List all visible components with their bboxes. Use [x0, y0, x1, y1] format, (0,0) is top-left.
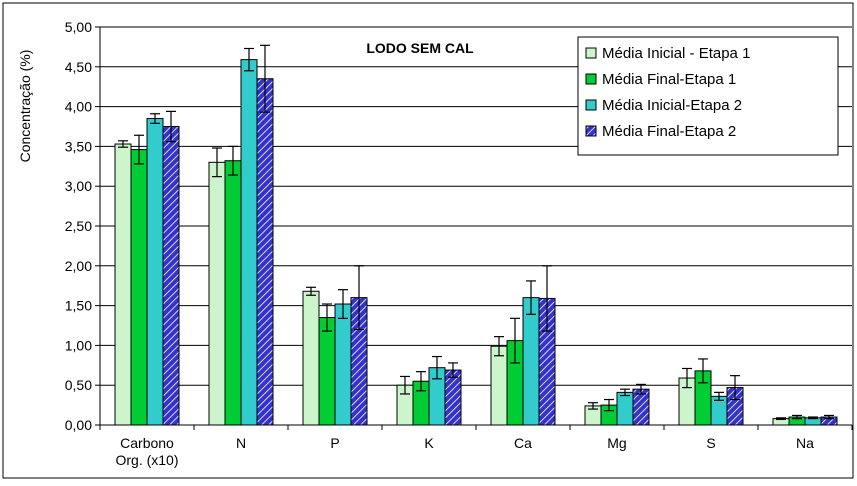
- legend-swatch: [585, 99, 597, 111]
- legend-label: Média Inicial - Etapa 1: [602, 45, 750, 62]
- y-tick-label: 1,00: [65, 337, 92, 353]
- x-tick-label: S: [706, 435, 715, 451]
- bar: [490, 345, 508, 426]
- x-tick-label: K: [424, 435, 434, 451]
- y-axis-label: Concentração (%): [17, 50, 33, 163]
- bar: [130, 149, 148, 426]
- bar: [302, 290, 320, 426]
- y-tick-label: 4,00: [65, 99, 92, 115]
- y-tick-label: 3,50: [65, 138, 92, 154]
- bars: [114, 44, 838, 426]
- chart-title: LODO SEM CAL: [366, 40, 474, 56]
- y-tick-label: 2,00: [65, 258, 92, 274]
- legend-swatch: [585, 47, 597, 59]
- bar: [334, 303, 352, 426]
- bar: [240, 59, 258, 426]
- bar: [616, 391, 634, 426]
- x-tick-label: N: [236, 435, 246, 451]
- legend-label: Média Inicial-Etapa 2: [602, 97, 742, 114]
- legend-swatch: [585, 125, 597, 137]
- y-tick-label: 0,50: [65, 377, 92, 393]
- y-tick-label: 2,50: [65, 218, 92, 234]
- y-axis: 0,00 0,50 1,00 1,50 2,00 2,50 3,00 3,50 4,00 4,50…: [65, 19, 101, 433]
- bar: [162, 126, 180, 426]
- y-tick-label: 5,00: [65, 19, 92, 35]
- bar: [114, 143, 132, 426]
- x-tick-label: Na: [796, 435, 814, 451]
- x-tick-label: Carbono: [120, 435, 174, 451]
- bar: [256, 78, 274, 426]
- y-tick-label: 3,00: [65, 178, 92, 194]
- y-tick-label: 4,50: [65, 59, 92, 75]
- bar: [208, 161, 226, 426]
- legend-label: Média Final-Etapa 2: [602, 123, 736, 140]
- legend: Média Inicial - Etapa 1 Média Final-Etapa…: [577, 36, 839, 156]
- bar: [146, 118, 164, 426]
- x-tick-label: P: [330, 435, 339, 451]
- x-tick-label: Ca: [514, 435, 532, 451]
- legend-box: [577, 36, 839, 156]
- bar: [522, 297, 540, 426]
- legend-swatch: [585, 73, 597, 85]
- x-tick-label: Mg: [607, 435, 626, 451]
- y-tick-label: 1,50: [65, 298, 92, 314]
- bar: [318, 317, 336, 426]
- bar: [224, 160, 242, 426]
- legend-label: Média Final-Etapa 1: [602, 71, 736, 88]
- x-tick-label: Org. (x10): [115, 452, 178, 468]
- y-tick-label: 0,00: [65, 417, 92, 433]
- bar: [444, 369, 462, 426]
